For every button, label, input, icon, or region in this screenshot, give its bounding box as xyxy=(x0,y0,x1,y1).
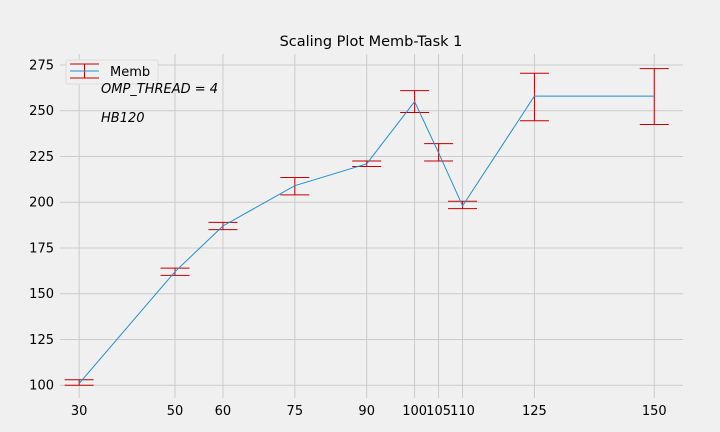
x-tick-label: 60 xyxy=(215,404,232,419)
y-tick-label: 250 xyxy=(29,104,54,119)
annotation-hb120: HB120 xyxy=(101,111,145,126)
series-lines xyxy=(78,95,655,384)
y-tick-labels: 100 125 150 175 200 225 250 275 xyxy=(29,58,54,393)
y-tick-label: 200 xyxy=(29,196,54,211)
y-tick-label: 125 xyxy=(29,333,54,348)
annotation-omp-thread: OMP_THREAD = 4 xyxy=(101,82,218,97)
x-tick-label: 105 xyxy=(426,404,451,419)
legend: Memb xyxy=(65,59,159,85)
y-tick-label: 225 xyxy=(29,150,54,165)
series-line-memb xyxy=(78,95,655,384)
y-tick-label: 100 xyxy=(29,379,54,394)
y-tick-label: 150 xyxy=(29,287,54,302)
x-tick-labels: 30 50 60 75 90 100 105 110 125 150 xyxy=(71,404,667,419)
x-tick-label: 75 xyxy=(287,404,304,419)
x-tick-label: 90 xyxy=(358,404,375,419)
x-tick-label: 125 xyxy=(522,404,547,419)
x-tick-label: 100 xyxy=(402,404,427,419)
chart-title: Scaling Plot Memb-Task 1 xyxy=(280,34,463,50)
x-tick-label: 30 xyxy=(71,404,88,419)
legend-label: Memb xyxy=(110,65,150,80)
y-tick-label: 275 xyxy=(29,58,54,73)
y-tick-label: 175 xyxy=(29,241,54,256)
x-tick-label: 50 xyxy=(167,404,184,419)
x-tick-label: 150 xyxy=(642,404,667,419)
x-tick-label: 110 xyxy=(450,404,475,419)
